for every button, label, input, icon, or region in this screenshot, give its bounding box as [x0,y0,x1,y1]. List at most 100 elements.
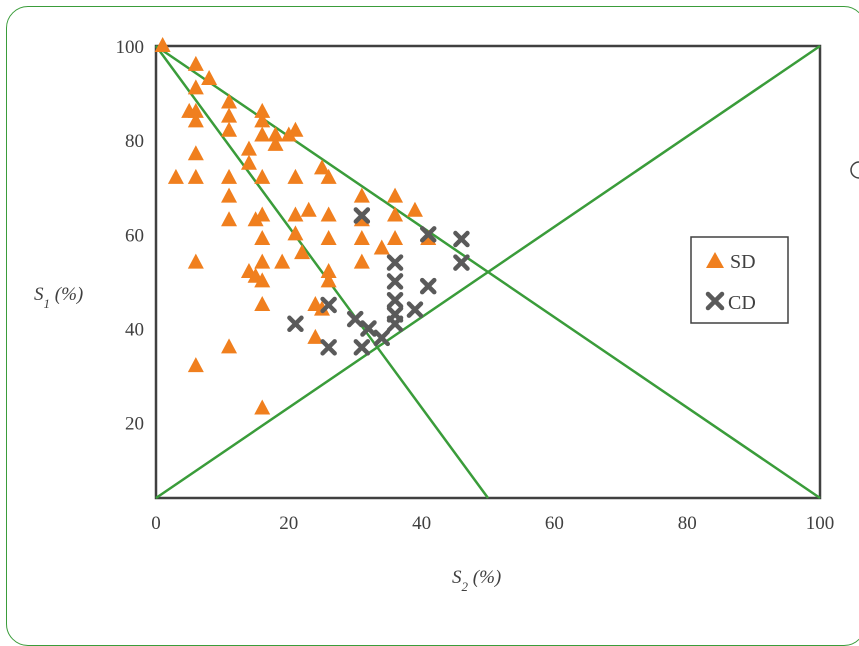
point-sd-47 [320,206,337,222]
point-sd-38 [254,295,271,311]
point-sd-12 [167,168,184,184]
point-sd-48 [320,230,337,246]
point-cd-6 [353,339,371,356]
reference-line-3 [155,44,821,500]
point-cd-16 [419,277,437,295]
point-cd-4 [346,310,364,328]
x-tick-label: 80 [678,513,697,534]
point-sd-61 [387,230,404,246]
point-sd-53 [307,328,324,344]
point-sd-62 [406,201,423,217]
point-sd-16 [221,211,238,227]
x-tick-label: 20 [279,513,298,534]
y-axis-label-tail: (%) [50,284,83,305]
x-axis-label-tail: (%) [468,567,501,588]
point-cd-18 [453,254,470,271]
legend-marker-sd [706,252,724,268]
point-cd-13 [386,315,404,333]
point-sd-57 [353,253,370,269]
x-axis-label: S2 (%) [452,567,501,594]
point-sd-42 [287,225,304,241]
point-sd-43 [294,244,311,260]
point-sd-23 [254,112,271,128]
point-cd-3 [320,339,337,356]
series-layer [154,37,470,415]
edge-marker-icon [850,161,859,179]
point-sd-11 [187,145,204,161]
point-cd-1 [287,315,304,333]
point-sd-60 [387,206,404,222]
point-cd-15 [419,226,437,243]
x-axis-ticks: 0 20 40 60 80 100 [151,513,834,534]
series-cd [287,207,470,356]
point-sd-14 [221,168,238,184]
point-sd-52 [314,300,330,316]
y-tick-label: 80 [125,131,144,152]
point-sd-21 [240,154,257,170]
point-sd-9 [221,107,238,123]
point-sd-44 [300,201,317,217]
y-tick-label: 60 [125,225,144,246]
point-sd-17 [187,253,204,269]
point-sd-2 [187,55,204,71]
y-axis-label: S1 (%) [34,284,83,311]
point-cd-5 [353,207,371,224]
point-sd-7 [187,112,204,128]
point-sd-54 [353,187,370,203]
x-tick-label: 100 [806,513,835,534]
point-sd-1 [154,37,171,52]
point-sd-25 [267,126,284,142]
point-sd-41 [287,206,304,222]
point-sd-50 [320,272,337,288]
point-sd-19 [221,338,238,354]
y-axis-label-main: S [34,284,44,305]
point-sd-8 [221,93,238,109]
point-sd-6 [187,102,204,118]
point-sd-40 [287,168,304,184]
series-sd [154,37,437,415]
point-cd-8 [373,329,391,347]
point-cd-14 [406,301,424,318]
point-sd-37 [254,272,271,288]
point-cd-11 [386,292,404,309]
point-sd-59 [387,187,404,203]
point-sd-10 [221,121,238,137]
point-sd-15 [221,187,238,203]
point-sd-49 [320,263,337,278]
x-tick-label: 60 [545,513,564,534]
point-sd-3 [187,79,204,95]
reference-line-2 [154,45,490,499]
point-sd-56 [353,230,370,246]
x-axis-label-main: S [452,567,462,588]
point-sd-45 [314,159,330,175]
y-axis-ticks: 20 40 60 80 100 [116,37,145,435]
point-sd-20 [240,140,257,156]
point-sd-39 [254,399,271,415]
point-cd-2 [320,296,337,314]
point-sd-27 [280,126,297,142]
point-sd-31 [254,206,271,222]
x-tick-label: 0 [151,513,161,534]
y-tick-label: 100 [116,37,145,58]
point-sd-22 [254,102,271,118]
point-sd-13 [187,168,204,184]
point-cd-10 [386,273,404,290]
point-sd-58 [373,239,390,255]
point-sd-32 [254,230,271,246]
point-sd-18 [187,357,204,373]
legend-label-sd: SD [730,251,756,273]
point-sd-46 [320,168,337,184]
legend-marker-cd [705,291,725,311]
point-cd-9 [386,254,404,271]
point-sd-4 [201,69,218,85]
point-sd-28 [287,121,304,137]
y-axis-label-sub: 1 [44,296,51,311]
legend: SD CD [690,236,789,324]
point-cd-17 [453,230,470,248]
x-tick-label: 40 [412,513,431,534]
point-sd-24 [254,126,271,142]
point-sd-26 [267,135,284,151]
y-tick-label: 20 [125,414,144,435]
point-cd-7 [360,320,377,337]
